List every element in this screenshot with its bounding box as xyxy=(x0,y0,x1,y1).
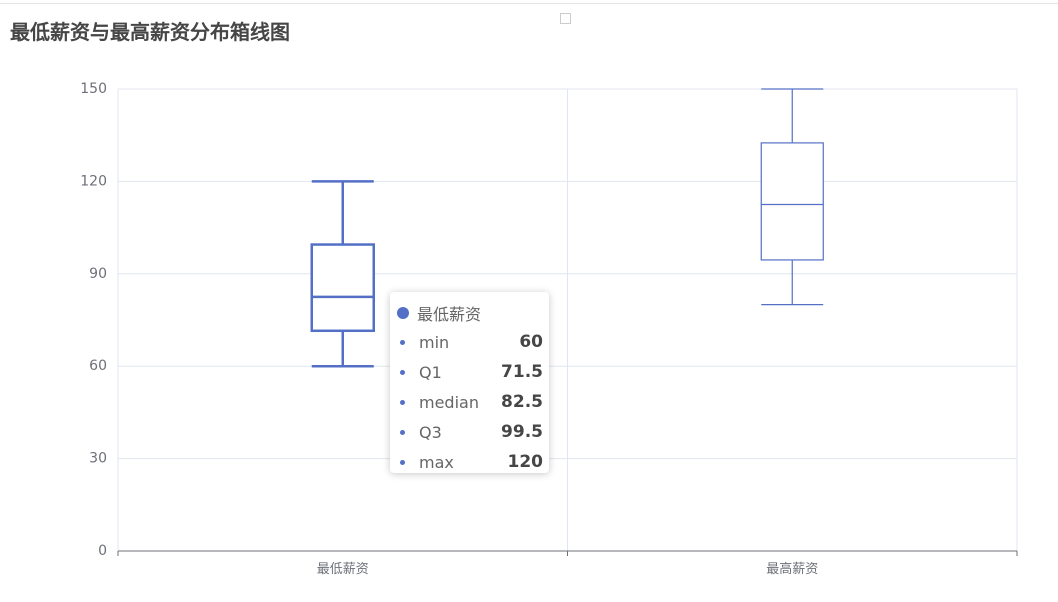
tooltip-row: median 82.5 xyxy=(397,387,543,417)
x-tick-label: 最低薪资 xyxy=(317,562,369,577)
y-tick-label: 30 xyxy=(89,451,107,467)
legend-toggle[interactable] xyxy=(560,13,571,24)
tooltip-bullet xyxy=(400,429,405,435)
tooltip-header: 最低薪资 xyxy=(397,298,543,327)
y-tick-label: 120 xyxy=(80,173,107,189)
tooltip-row-value: 120 xyxy=(507,452,544,472)
tooltip-row: Q1 71.5 xyxy=(397,357,543,387)
tooltip-row-value: 71.5 xyxy=(501,362,543,382)
y-tick-label: 150 xyxy=(80,81,107,97)
tooltip-row-label: max xyxy=(419,452,454,472)
tooltip-row: min 60 xyxy=(397,327,543,357)
tooltip-row-value: 60 xyxy=(519,332,543,352)
tooltip-row-label: median xyxy=(419,392,479,412)
tooltip-bullet xyxy=(400,339,405,345)
x-tick-label: 最高薪资 xyxy=(766,561,818,577)
chart-title: 最低薪资与最高薪资分布箱线图 xyxy=(10,20,290,44)
tooltip: 最低薪资 min 60 Q1 71.5 median 82.5 Q3 99.5 … xyxy=(390,292,549,473)
top-divider xyxy=(0,3,1058,4)
box-iqr xyxy=(760,142,824,261)
tooltip-row-value: 99.5 xyxy=(501,422,543,442)
box-iqr xyxy=(310,243,375,333)
y-tick-label: 60 xyxy=(89,358,107,374)
y-tick-label: 0 xyxy=(98,543,107,559)
tooltip-bullet xyxy=(400,459,405,465)
tooltip-row: Q3 99.5 xyxy=(397,417,543,447)
tooltip-row: max 120 xyxy=(397,447,543,477)
tooltip-bullet xyxy=(400,369,405,375)
y-tick-label: 90 xyxy=(89,266,107,282)
tooltip-bullet xyxy=(400,399,405,405)
tooltip-row-value: 82.5 xyxy=(501,392,543,412)
tooltip-title: 最低薪资 xyxy=(417,304,482,324)
tooltip-row-label: Q3 xyxy=(419,422,442,442)
tooltip-series-dot xyxy=(397,306,409,319)
tooltip-row-label: min xyxy=(419,332,450,352)
tooltip-row-label: Q1 xyxy=(419,362,442,382)
